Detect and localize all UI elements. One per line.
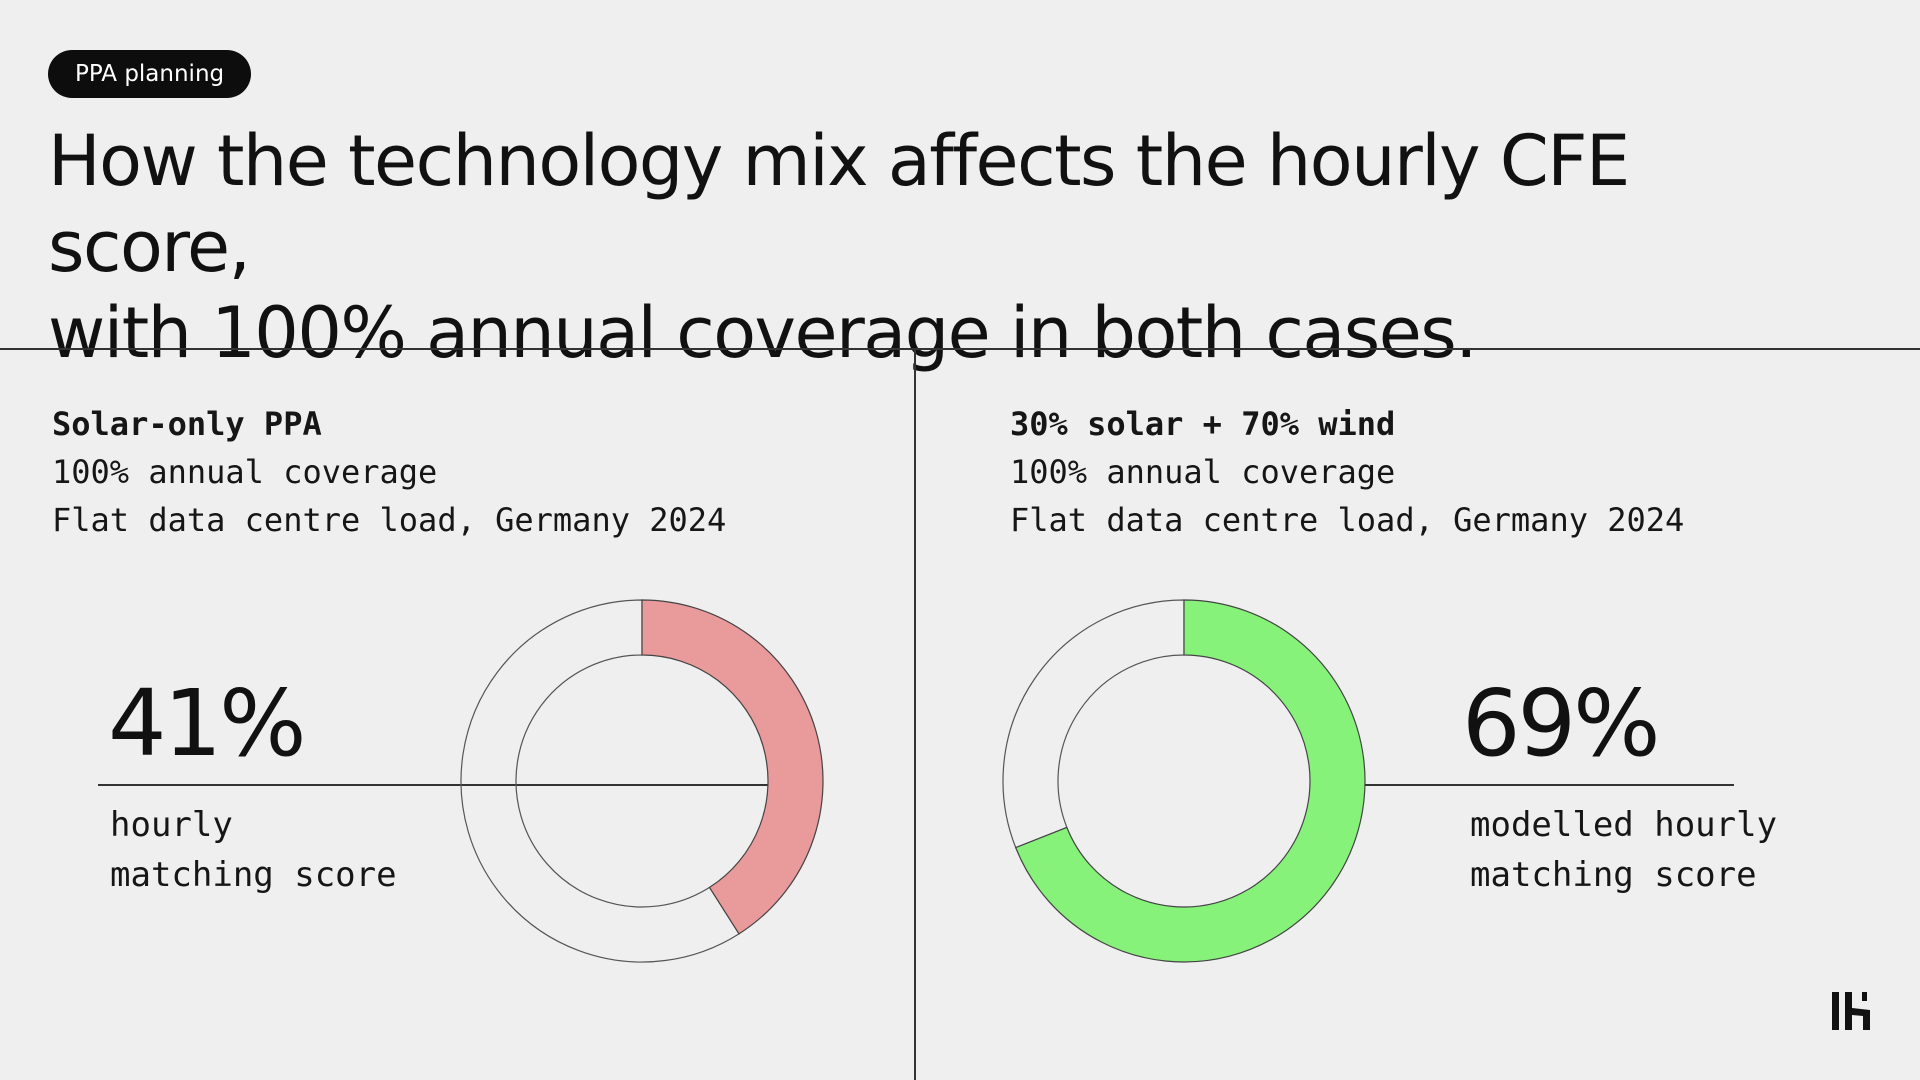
solar-panel-meta: Solar-only PPA 100% annual coverage Flat… <box>52 400 726 544</box>
donut-value-segment <box>641 599 824 935</box>
brand-logo-icon <box>1832 992 1870 1030</box>
mix-metric-value: 69% <box>1462 670 1660 777</box>
mix-panel-load: Flat data centre load, Germany 2024 <box>1010 501 1685 539</box>
solar-panel-title: Solar-only PPA <box>52 405 322 443</box>
mix-donut-chart <box>1002 599 1366 963</box>
mix-metric-caption: modelled hourly matching score <box>1470 805 1778 895</box>
vertical-divider <box>914 348 916 1080</box>
donut-remainder-segment <box>1002 599 1185 849</box>
solar-metric-caption: hourly matching score <box>110 805 397 895</box>
page-title-line-1: How the technology mix affects the hourl… <box>48 120 1630 288</box>
page-title-line-2: with 100% annual coverage in both cases. <box>48 292 1477 374</box>
solar-donut-chart <box>460 599 824 963</box>
solar-metric-value: 41% <box>108 670 306 777</box>
mix-panel-title: 30% solar + 70% wind <box>1010 405 1396 443</box>
mix-panel-meta: 30% solar + 70% wind 100% annual coverag… <box>1010 400 1684 544</box>
donut-remainder-segment <box>460 599 740 963</box>
horizontal-divider <box>0 348 1920 350</box>
mix-metric-rule <box>1340 784 1734 786</box>
solar-metric-rule <box>98 784 790 786</box>
page-title: How the technology mix affects the hourl… <box>48 118 1848 376</box>
donut-value-segment <box>1014 599 1366 963</box>
category-tag: PPA planning <box>48 50 252 98</box>
solar-panel-load: Flat data centre load, Germany 2024 <box>52 501 727 539</box>
mix-panel-coverage: 100% annual coverage <box>1010 453 1396 491</box>
solar-panel-coverage: 100% annual coverage <box>52 453 438 491</box>
